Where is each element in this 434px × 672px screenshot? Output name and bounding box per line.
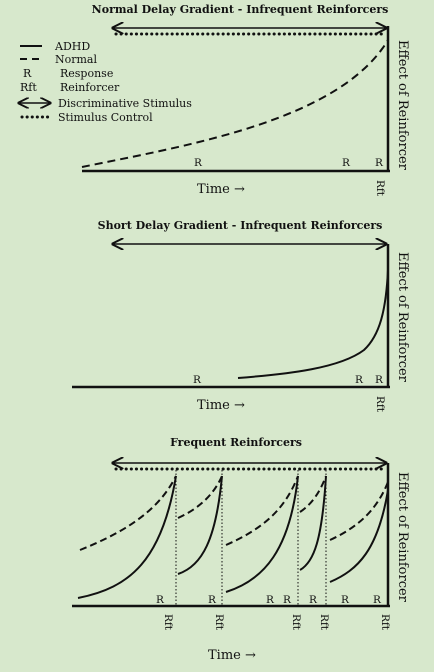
panel3-title: Frequent Reinforcers: [170, 436, 302, 449]
legend-rft-text: Reinforcer: [60, 81, 120, 94]
legend-rft-symbol: Rft: [20, 81, 37, 94]
panel3-normal-curves: [79, 475, 389, 551]
panel3-reinforcer-4: Rft: [318, 614, 330, 631]
legend-disc-text: Discriminative Stimulus: [58, 97, 192, 110]
legend-normal-label: Normal: [55, 53, 97, 66]
panel-short-delay: Short Delay Gradient - Infrequent Reinfo…: [72, 219, 410, 413]
panel1-time-label: Time →: [197, 182, 245, 197]
panel3-reinforcer-5: Rft: [379, 614, 391, 631]
panel3-response-6: R: [341, 594, 350, 606]
panel3-response-7: R: [373, 594, 382, 606]
panel2-title: Short Delay Gradient - Infrequent Reinfo…: [98, 219, 383, 232]
panel3-reinforcer-guides: [175, 470, 327, 606]
panel3-response-3: R: [266, 594, 275, 606]
legend-adhd-label: ADHD: [54, 40, 90, 53]
panel2-adhd-curve: [237, 269, 389, 379]
panel1-reinforcer-label: Rft: [374, 180, 386, 197]
legend-r-text: Response: [60, 67, 113, 80]
panel1-response-2: R: [342, 157, 351, 169]
panel3-response-4: R: [283, 594, 292, 606]
panel3-reinforcer-2: Rft: [213, 614, 225, 631]
panel2-time-label: Time →: [197, 398, 245, 413]
panel-normal-delay: Normal Delay Gradient - Infrequent Reinf…: [19, 3, 410, 197]
panel3-response-2: R: [208, 594, 217, 606]
panel3-adhd-curves: [77, 475, 389, 599]
panel2-reinforcer-label: Rft: [374, 396, 386, 413]
panel1-title: Normal Delay Gradient - Infrequent Reinf…: [92, 3, 389, 16]
panel3-reinforcer-3: Rft: [290, 614, 302, 631]
panel1-effect-label: Effect of Reinforcer: [395, 40, 410, 171]
panel1-response-3: R: [375, 157, 384, 169]
panel2-effect-label: Effect of Reinforcer: [395, 252, 410, 383]
panel3-response-1: R: [156, 594, 165, 606]
panel2-response-3: R: [375, 374, 384, 386]
panel-frequent-reinforcers: Frequent Reinforcers R: [72, 436, 410, 663]
panel3-time-label: Time →: [208, 648, 256, 663]
panel1-response-1: R: [194, 157, 203, 169]
panel3-effect-label: Effect of Reinforcer: [395, 472, 410, 603]
panel3-reinforcer-1: Rft: [162, 614, 174, 631]
panel1-normal-curve: [81, 39, 389, 168]
panel2-response-1: R: [193, 374, 202, 386]
legend-stim-text: Stimulus Control: [58, 111, 153, 124]
panel3-response-5: R: [309, 594, 318, 606]
panel2-response-2: R: [355, 374, 364, 386]
legend-r-symbol: R: [23, 67, 32, 80]
legend: ADHD Normal R Response Rft Reinforcer Di…: [19, 40, 192, 124]
